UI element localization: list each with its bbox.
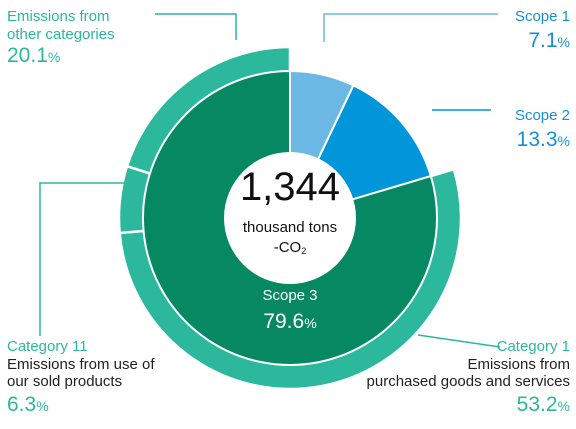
category1-line2: purchased goods and services bbox=[366, 373, 570, 391]
scope2-label: Scope 2 13.3% bbox=[514, 107, 570, 151]
category1-value: 53.2 bbox=[516, 393, 558, 417]
leader-category1 bbox=[417, 334, 501, 348]
category11-title: Category 11 bbox=[7, 338, 88, 355]
scope3-label: Scope 3 79.6% bbox=[248, 287, 332, 334]
category11-line1: Emissions from use of bbox=[7, 355, 155, 373]
scope1-label: Scope 1 7.1% bbox=[514, 8, 570, 52]
total-value: 1,344 bbox=[240, 165, 340, 209]
leader-scope1 bbox=[323, 13, 498, 42]
scope2-value: 13.3 bbox=[516, 127, 558, 151]
scope2-title: Scope 2 bbox=[514, 107, 570, 124]
leader-other-categories bbox=[155, 13, 237, 40]
leader-lines bbox=[39, 13, 501, 348]
scope3-value: 79.6 bbox=[263, 309, 305, 333]
scope1-title: Scope 1 bbox=[514, 8, 570, 25]
scope3-title: Scope 3 bbox=[262, 287, 318, 304]
other-categories-label: Emissions from other categories 20.1% bbox=[7, 8, 115, 68]
center-hole bbox=[224, 152, 356, 284]
category1-label: Category 1 Emissions from purchased good… bbox=[366, 338, 570, 417]
category1-line1: Emissions from bbox=[467, 355, 570, 373]
category11-value: 6.3 bbox=[7, 393, 37, 417]
category1-title: Category 1 bbox=[496, 338, 570, 355]
scope1-value: 7.1 bbox=[528, 28, 558, 52]
leader-category11 bbox=[39, 182, 126, 336]
other-value: 20.1 bbox=[7, 44, 48, 68]
category11-line2: our sold products bbox=[7, 373, 123, 391]
other-line2: other categories bbox=[7, 25, 115, 43]
category11-label: Category 11 Emissions from use of our so… bbox=[7, 338, 155, 417]
total-unit-line1: thousand tons bbox=[243, 219, 337, 236]
other-line1: Emissions from bbox=[7, 8, 110, 25]
total-unit-line2: -CO2 bbox=[274, 239, 307, 256]
